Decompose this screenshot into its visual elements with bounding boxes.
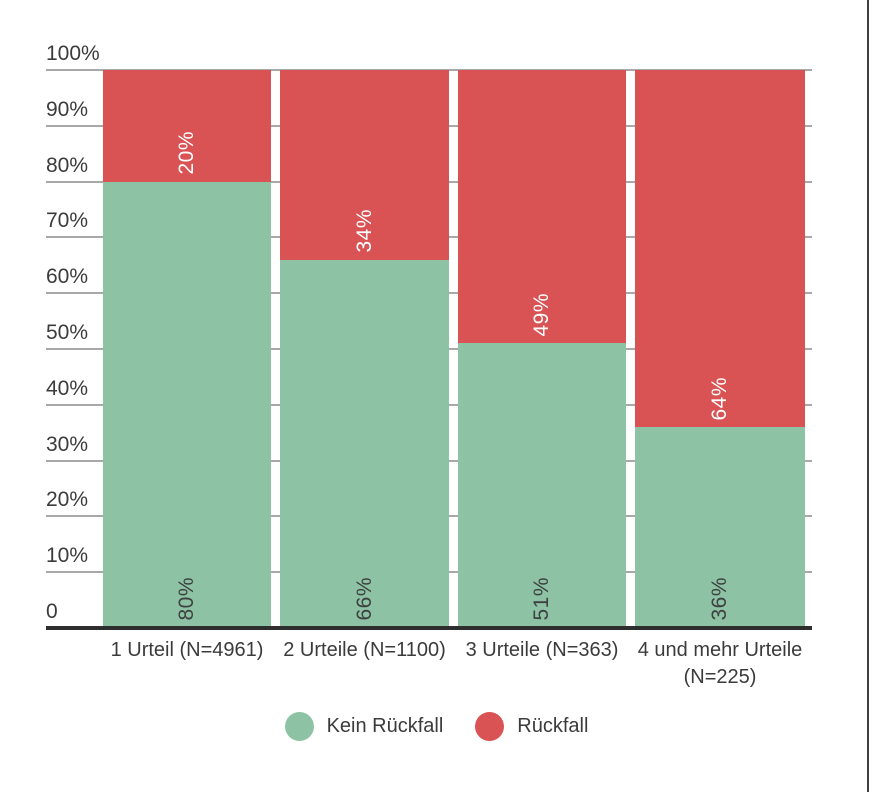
y-tick-label: 80% (46, 153, 89, 177)
bar-column: 49% 51% (458, 70, 626, 628)
segment-value-label: 66% (352, 577, 376, 621)
bar-column: 34% 66% (280, 70, 449, 628)
segment-rueckfall: 20% (103, 70, 271, 182)
y-tick-label: 0 (46, 600, 58, 623)
y-tick-label: 10% (46, 544, 89, 568)
legend-item: Kein Rückfall (284, 712, 444, 741)
y-tick-label: 60% (46, 265, 89, 289)
y-tick-label: 50% (46, 321, 89, 344)
segment-value-label: 49% (530, 292, 553, 337)
y-tick-label: 70% (46, 209, 89, 233)
segment-value-label: 64% (708, 376, 731, 421)
x-axis-label: 2 Urteile (N=1100) (283, 639, 446, 661)
segment-value-label: 20% (175, 131, 198, 175)
segment-rueckfall: 34% (280, 70, 449, 260)
segment-rueckfall: 64% (635, 70, 805, 428)
legend-label: Kein Rückfall (326, 715, 444, 737)
segment-kein-rueckfall: 51% (458, 343, 626, 628)
x-axis-label: 1 Urteil (N=4961) (110, 639, 264, 661)
x-axis-line (46, 626, 812, 630)
legend-swatch-icon (475, 712, 505, 741)
y-tick-label: 100% (46, 42, 100, 65)
legend-swatch-icon (284, 712, 314, 741)
x-axis-label: 4 und mehr Urteile (N=225) (637, 639, 803, 688)
segment-value-label: 34% (352, 209, 376, 253)
segment-value-label: 80% (175, 577, 198, 621)
segment-value-label: 51% (530, 577, 553, 621)
segment-rueckfall: 49% (458, 70, 626, 344)
bar-column: 20% 80% (103, 70, 271, 628)
y-tick-label: 30% (46, 432, 89, 456)
segment-value-label: 36% (708, 577, 731, 621)
legend-label: Rückfall (517, 715, 589, 737)
y-tick-label: 20% (46, 488, 89, 512)
bar-column: 64% 36% (635, 70, 805, 628)
segment-kein-rueckfall: 80% (103, 181, 271, 628)
legend-item: Rückfall (475, 712, 588, 741)
segment-kein-rueckfall: 66% (280, 259, 449, 628)
legend: Kein Rückfall Rückfall (0, 712, 873, 741)
frame-right-border (867, 0, 869, 792)
y-tick-label: 90% (46, 97, 89, 121)
y-tick-label: 40% (46, 376, 89, 400)
x-axis-label: 3 Urteile (N=363) (465, 639, 619, 661)
segment-kein-rueckfall: 36% (635, 427, 805, 628)
